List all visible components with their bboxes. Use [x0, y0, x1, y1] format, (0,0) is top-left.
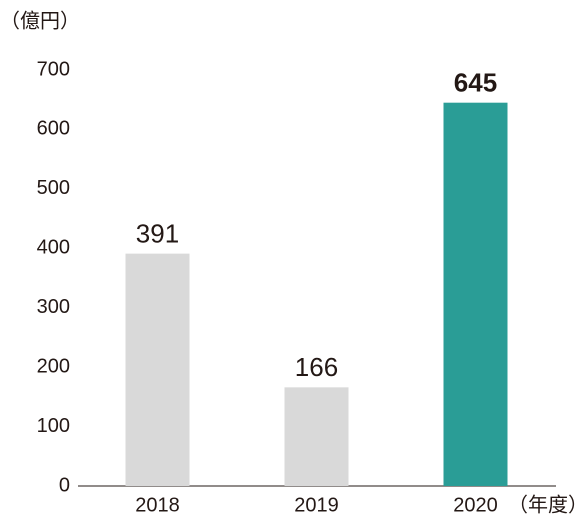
y-axis-label: （億円） — [0, 9, 80, 32]
y-tick-label: 100 — [37, 415, 70, 437]
value-label: 391 — [136, 219, 179, 249]
y-tick-label: 600 — [37, 118, 70, 140]
y-tick-label: 700 — [37, 58, 70, 80]
bar — [284, 387, 349, 486]
value-label: 166 — [295, 352, 338, 382]
y-tick-label: 300 — [37, 296, 70, 318]
x-tick-label: 2020 — [453, 494, 498, 516]
x-tick-label: 2019 — [294, 494, 339, 516]
y-tick-label: 0 — [59, 474, 70, 496]
y-tick-label: 400 — [37, 237, 70, 259]
x-tick-label: 2018 — [135, 494, 180, 516]
x-axis-label: （年度） — [508, 493, 576, 516]
value-label: 645 — [454, 68, 497, 98]
y-tick-label: 200 — [37, 355, 70, 377]
bar — [443, 102, 508, 486]
y-tick-label: 500 — [37, 177, 70, 199]
bar — [125, 253, 190, 486]
